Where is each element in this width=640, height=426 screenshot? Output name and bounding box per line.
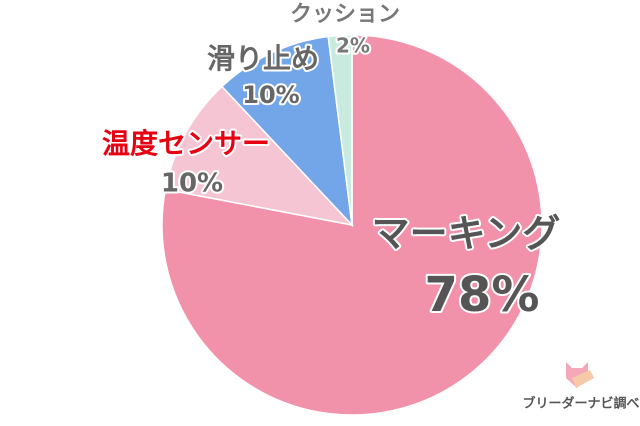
- pie-slice: [161, 34, 543, 416]
- slice-label: クッション: [290, 2, 400, 27]
- logo-shape: [572, 370, 594, 388]
- slice-label: マーキング: [372, 212, 561, 256]
- pie-slice: [327, 34, 353, 226]
- pie-slice: [220, 35, 354, 228]
- logo-icon: [566, 362, 594, 388]
- source-note: ブリーダーナビ調べ: [522, 396, 639, 412]
- slice-label: 温度センサー: [102, 127, 270, 160]
- value-label: 10%: [242, 81, 299, 109]
- slice-label: 滑り止め: [207, 42, 319, 75]
- pie-slice: [164, 85, 355, 227]
- value-label: 2%: [336, 34, 370, 58]
- value-label: 78%: [425, 267, 540, 323]
- value-label: 10%: [161, 169, 223, 199]
